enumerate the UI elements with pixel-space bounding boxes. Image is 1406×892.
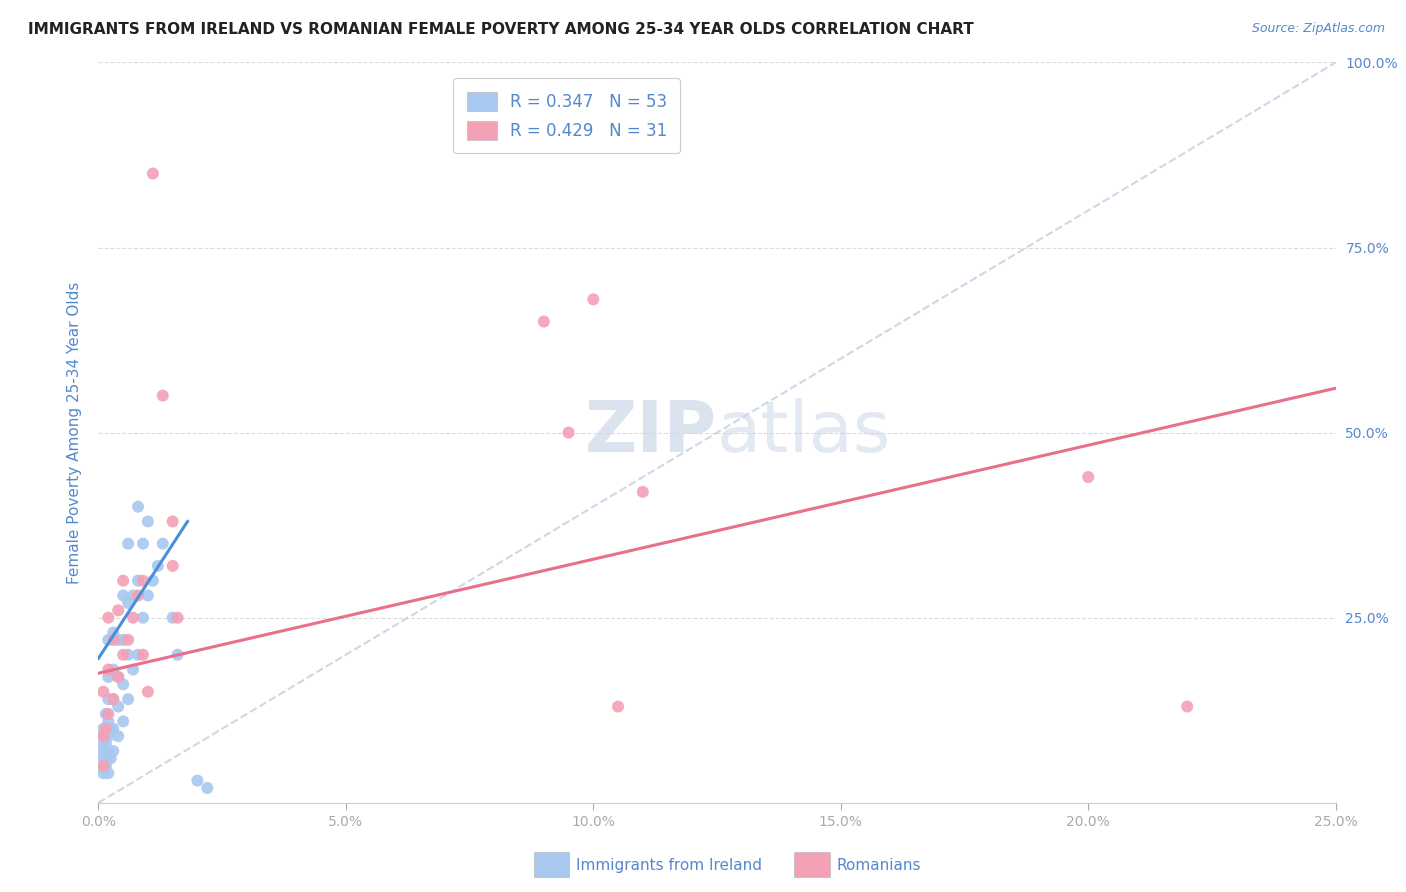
Text: atlas: atlas (717, 398, 891, 467)
Point (94, 722, 117, 736)
Point (533, 315, 555, 329)
Point (127, 500, 149, 514)
Point (166, 648, 188, 662)
Point (122, 611, 145, 625)
Point (97, 744, 120, 758)
Point (103, 663, 125, 677)
Point (132, 648, 155, 662)
Point (103, 625, 125, 640)
Y-axis label: Female Poverty Among 25-34 Year Olds: Female Poverty Among 25-34 Year Olds (66, 282, 82, 583)
Point (112, 714, 135, 729)
Point (142, 166, 165, 180)
Point (136, 589, 159, 603)
Point (94, 737, 117, 751)
Point (1077, 470, 1099, 484)
Text: ZIP: ZIP (585, 398, 717, 467)
Point (93, 758, 115, 772)
Point (117, 648, 139, 662)
Point (93, 744, 115, 758)
Point (103, 692, 125, 706)
Point (94, 706, 117, 721)
Point (93, 758, 115, 772)
Point (112, 648, 135, 662)
Point (132, 574, 155, 588)
Point (93, 766, 115, 780)
Point (117, 632, 139, 647)
Point (122, 589, 145, 603)
Point (152, 537, 174, 551)
Point (97, 611, 120, 625)
Point (107, 670, 129, 684)
Point (582, 293, 605, 307)
Point (97, 729, 120, 743)
Point (93, 729, 115, 743)
Point (162, 611, 184, 625)
Point (100, 751, 122, 765)
Point (112, 574, 135, 588)
Point (132, 537, 155, 551)
Point (107, 632, 129, 647)
Point (117, 537, 139, 551)
Point (607, 699, 630, 714)
Point (186, 773, 208, 788)
Point (112, 589, 135, 603)
Point (112, 632, 135, 647)
Point (146, 558, 169, 573)
Point (107, 729, 129, 743)
Point (100, 722, 122, 736)
Point (93, 737, 115, 751)
Point (97, 692, 120, 706)
Point (107, 699, 129, 714)
Legend: R = 0.347   N = 53, R = 0.429   N = 31: R = 0.347 N = 53, R = 0.429 N = 31 (453, 78, 681, 153)
Point (195, 780, 218, 795)
Point (93, 685, 115, 699)
Point (97, 714, 120, 729)
Point (97, 706, 120, 721)
Point (132, 611, 155, 625)
Point (107, 670, 129, 684)
Text: Immigrants from Ireland: Immigrants from Ireland (576, 858, 762, 872)
Point (94, 758, 117, 772)
Point (97, 766, 120, 780)
Point (97, 663, 120, 677)
Point (557, 425, 579, 440)
Point (136, 685, 159, 699)
Point (127, 589, 149, 603)
Point (162, 515, 184, 529)
Point (112, 677, 135, 691)
Point (107, 603, 129, 617)
Point (152, 389, 174, 403)
Point (93, 751, 115, 765)
Point (127, 648, 149, 662)
Point (136, 515, 159, 529)
Point (103, 692, 125, 706)
Point (93, 722, 115, 736)
Point (1175, 699, 1198, 714)
Point (117, 596, 139, 610)
Point (97, 632, 120, 647)
Point (631, 484, 654, 499)
Point (166, 611, 188, 625)
Text: Source: ZipAtlas.com: Source: ZipAtlas.com (1251, 22, 1385, 36)
Point (122, 663, 145, 677)
Point (117, 692, 139, 706)
Point (103, 744, 125, 758)
Text: IMMIGRANTS FROM IRELAND VS ROMANIAN FEMALE POVERTY AMONG 25-34 YEAR OLDS CORRELA: IMMIGRANTS FROM IRELAND VS ROMANIAN FEMA… (28, 22, 974, 37)
Point (142, 574, 165, 588)
Point (97, 670, 120, 684)
Point (162, 558, 184, 573)
Point (127, 574, 149, 588)
Point (103, 632, 125, 647)
Point (103, 722, 125, 736)
Text: Romanians: Romanians (837, 858, 921, 872)
Point (97, 751, 120, 765)
Point (93, 729, 115, 743)
